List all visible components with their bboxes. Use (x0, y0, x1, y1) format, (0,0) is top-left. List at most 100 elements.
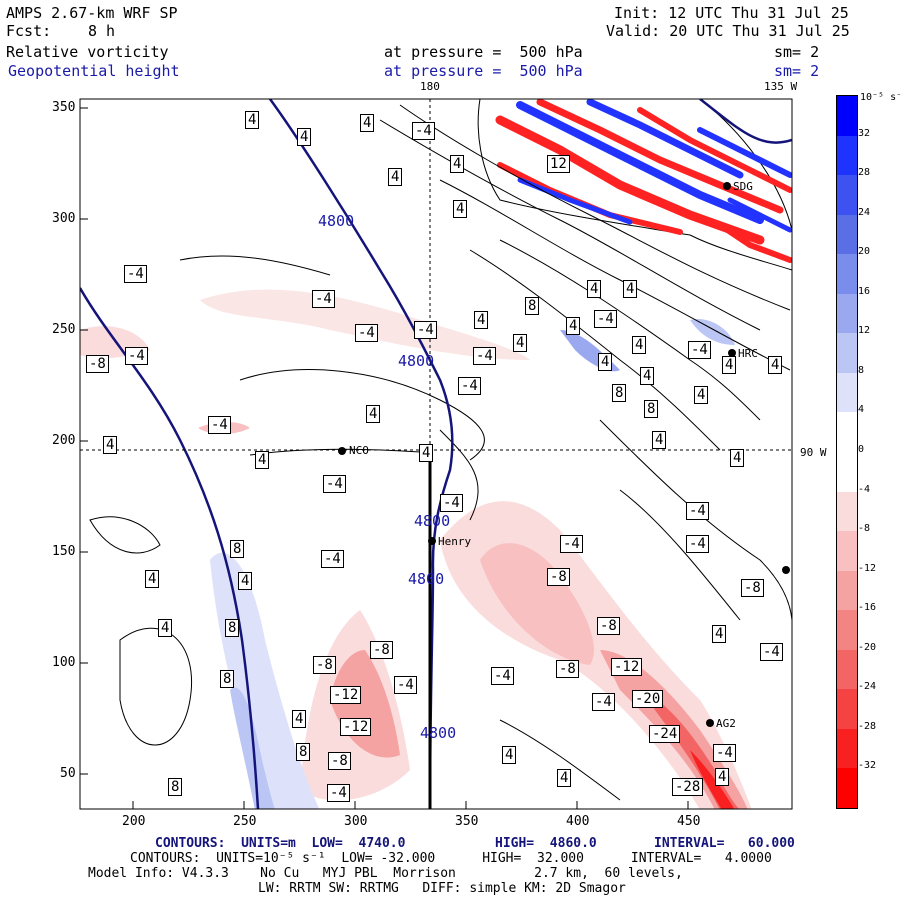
station-dot-henry (428, 537, 436, 545)
field2-name: Geopotential height (8, 62, 180, 80)
field2-smoothing: sm= 2 (774, 62, 820, 80)
contour-label: -8 (741, 579, 764, 597)
y-tick-label: 50 (60, 766, 76, 781)
contour-label: 8 (525, 297, 540, 315)
colorbar-tick-label: -8 (858, 523, 871, 535)
contour-label: 4 (557, 769, 572, 787)
contour-label: 4 (366, 405, 381, 423)
height-contour-label: 4800 (398, 352, 435, 370)
colorbar-swatch (837, 293, 857, 334)
colorbar-swatch (837, 491, 857, 532)
contour-label: 4 (623, 280, 638, 298)
valid-time: Valid: 20 UTC Thu 31 Jul 25 (606, 22, 850, 40)
station-label-sdg: SDG (733, 180, 753, 193)
contour-label: -4 (312, 290, 335, 308)
contour-label: -4 (560, 535, 583, 553)
vorticity-contour (119, 627, 192, 746)
footer-vorticity-contours: CONTOURS: UNITS=10⁻⁵ s⁻¹ LOW= -32.000 HI… (130, 851, 772, 866)
positive-vorticity-streak (697, 127, 792, 178)
contour-label: 4 (715, 768, 730, 786)
contour-label: -12 (340, 718, 372, 736)
station-dots (338, 182, 790, 727)
contour-label: 4 (640, 367, 655, 385)
contour-label: -4 (592, 693, 615, 711)
init-time: Init: 12 UTC Thu 31 Jul 25 (614, 4, 849, 22)
contour-label: -4 (124, 265, 147, 283)
contour-label: 4 (730, 449, 745, 467)
y-tick-label: 150 (52, 544, 76, 559)
contour-label: -4 (686, 502, 709, 520)
contour-label: -4 (688, 341, 711, 359)
contour-label: 8 (168, 778, 183, 796)
vorticity-contour (439, 429, 479, 521)
map-frame (79, 98, 793, 810)
field2-level: at pressure = 500 hPa (384, 62, 583, 80)
colorbar-tick-label: -20 (858, 641, 877, 653)
contour-label: 4 (245, 111, 260, 129)
vorticity-contour (619, 489, 741, 621)
negative-vorticity-region (690, 750, 735, 809)
colorbar-tick-label: -24 (858, 681, 877, 693)
contour-label: -4 (323, 475, 346, 493)
station-label-hrc: HRC (738, 347, 758, 360)
colorbar-tick-label: -4 (858, 483, 871, 495)
colorbar-tick-label: -12 (858, 562, 877, 574)
model-title: AMPS 2.67-km WRF SP (6, 4, 178, 22)
contour-label: -8 (370, 641, 393, 659)
colorbar-swatch (837, 175, 857, 216)
y-tick-label: 200 (52, 433, 76, 448)
contour-label: -8 (597, 617, 620, 635)
x-tick-label: 250 (233, 814, 257, 829)
contour-label: 4 (768, 356, 783, 374)
contour-label: 4 (587, 280, 602, 298)
contour-label: -4 (440, 494, 463, 512)
colorbar-tick-label: 8 (858, 364, 865, 376)
contour-label: -8 (547, 568, 570, 586)
contour-label: -4 (321, 550, 344, 568)
colorbar-swatch (837, 333, 857, 374)
station-label-nco: NCO (349, 444, 369, 457)
meridian-label-180: 180 (420, 80, 440, 93)
colorbar-tick-label: 32 (858, 127, 871, 139)
contour-label: -4 (394, 676, 417, 694)
field1-level: at pressure = 500 hPa (384, 43, 583, 61)
y-tick-label: 100 (52, 655, 76, 670)
colorbar-tick-label: 20 (858, 246, 871, 258)
contour-label: 4 (712, 625, 727, 643)
colorbar-swatch (837, 689, 857, 730)
station-label-henry: Henry (438, 535, 472, 548)
vorticity-contour (379, 119, 761, 331)
vorticity-contour (469, 249, 721, 451)
meridian-label-135w: 135 W (764, 80, 798, 93)
contour-label: 4 (632, 336, 647, 354)
contour-label: 4 (238, 572, 253, 590)
positive-vorticity-streak (516, 101, 764, 224)
contour-label: -4 (412, 122, 435, 140)
colorbar-swatch (837, 135, 857, 176)
x-tick-label: 450 (677, 814, 701, 829)
footer-height-high: HIGH= 4860.0 (495, 836, 597, 851)
vorticity-contour (499, 719, 621, 801)
contour-label: -4 (414, 321, 437, 339)
contour-label: -4 (491, 667, 514, 685)
x-tick-label: 350 (455, 814, 479, 829)
colorbar-swatch (837, 412, 857, 453)
contour-label: 4 (598, 353, 613, 371)
y-tick-label: 250 (52, 322, 76, 337)
contour-label: -4 (458, 377, 481, 395)
contour-label: 12 (547, 155, 570, 173)
station-dot-sdg (723, 182, 731, 190)
negative-vorticity-region (480, 543, 594, 665)
contour-label: -4 (355, 324, 378, 342)
height-contour-top-right (699, 99, 792, 144)
positive-vorticity-region (230, 687, 275, 809)
positive-vorticity-region (690, 319, 735, 345)
contour-label: -20 (632, 690, 664, 708)
contour-label: 8 (644, 400, 659, 418)
y-tick-label: 350 (52, 100, 76, 115)
colorbar-swatch (837, 96, 857, 137)
height-contour-label: 4800 (414, 512, 451, 530)
vorticity-contour (599, 419, 792, 621)
contour-label: -4 (473, 347, 496, 365)
